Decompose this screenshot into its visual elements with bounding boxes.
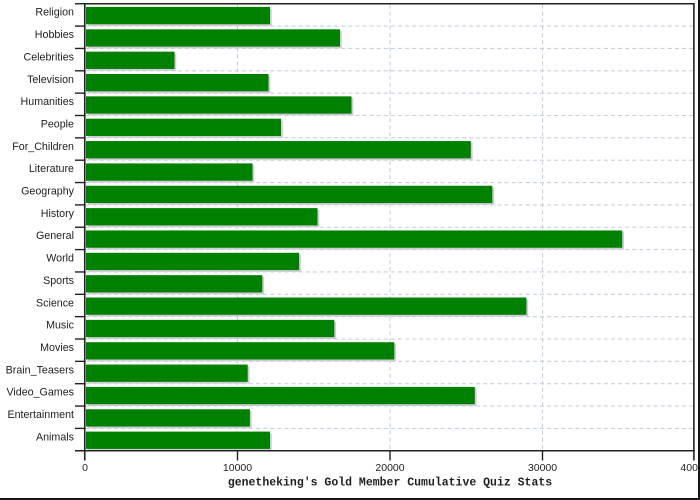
svg-text:People: People <box>41 118 74 130</box>
svg-text:For_Children: For_Children <box>12 141 74 153</box>
svg-text:Humanities: Humanities <box>21 96 74 108</box>
svg-text:Hobbies: Hobbies <box>35 29 74 41</box>
svg-text:20000: 20000 <box>375 462 404 474</box>
svg-text:Movies: Movies <box>40 342 74 354</box>
svg-text:10000: 10000 <box>223 462 252 474</box>
svg-text:30000: 30000 <box>528 462 557 474</box>
svg-text:Music: Music <box>46 320 75 332</box>
svg-text:0: 0 <box>82 462 88 474</box>
svg-text:Brain_Teasers: Brain_Teasers <box>6 364 74 376</box>
svg-text:History: History <box>41 208 75 220</box>
svg-text:Religion: Religion <box>35 7 74 19</box>
svg-text:Science: Science <box>36 297 74 309</box>
svg-text:Entertainment: Entertainment <box>7 409 74 421</box>
svg-text:Geography: Geography <box>21 186 75 198</box>
svg-text:genetheking's Gold Member Cumu: genetheking's Gold Member Cumulative Qui… <box>228 476 552 489</box>
svg-text:Video_Games: Video_Games <box>6 387 74 399</box>
svg-text:Animals: Animals <box>36 431 74 443</box>
svg-text:40000: 40000 <box>680 462 700 474</box>
svg-text:Television: Television <box>27 74 74 86</box>
svg-text:World: World <box>46 253 74 265</box>
svg-text:Sports: Sports <box>43 275 74 287</box>
svg-text:General: General <box>36 230 74 242</box>
svg-text:Literature: Literature <box>29 163 74 175</box>
svg-text:Celebrities: Celebrities <box>24 51 75 63</box>
